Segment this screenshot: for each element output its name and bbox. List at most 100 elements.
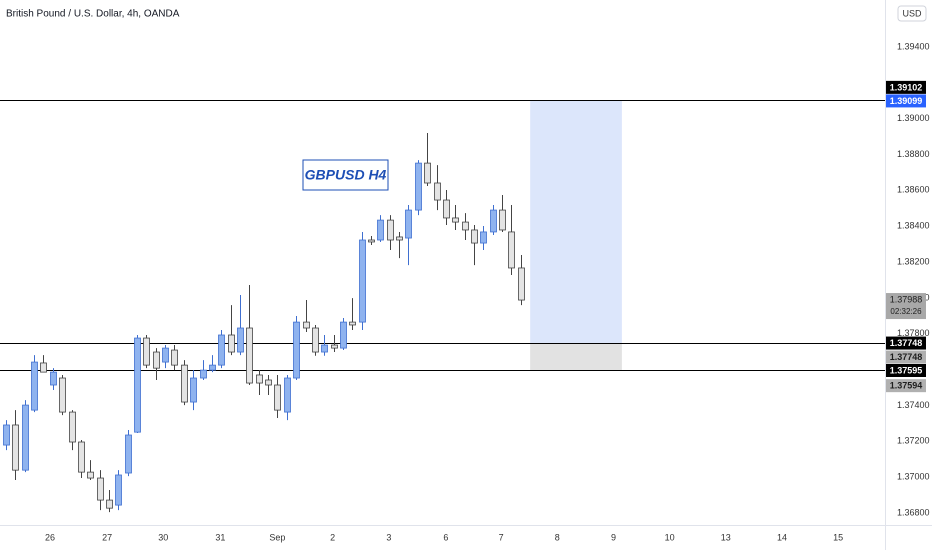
x-tick-label: 3 [386, 532, 391, 542]
candle-body [274, 384, 281, 411]
candle-body [396, 236, 403, 241]
candle-body [405, 209, 412, 239]
countdown: 02:32:26 [890, 307, 922, 316]
candle-body [200, 369, 207, 379]
x-tick-label: 13 [721, 532, 731, 542]
candle-body [12, 424, 19, 471]
level-label: 1.39102 [890, 82, 923, 92]
level-label-box [886, 80, 926, 94]
candle-body [3, 424, 10, 446]
position-lower-label-box [886, 379, 926, 393]
x-tick-label: 2 [330, 532, 335, 542]
candle-body [349, 321, 356, 326]
last-price: 1.37988 [890, 294, 923, 304]
currency[interactable]: USD [902, 8, 922, 18]
y-tick-label: 1.39400 [897, 41, 930, 51]
candle-body [59, 377, 66, 413]
candle-body [209, 364, 216, 371]
candle-body [265, 379, 272, 386]
candle-body [143, 337, 150, 366]
candle-body [508, 231, 515, 269]
x-tick-label: 15 [833, 532, 843, 542]
x-tick-label: Sep [269, 532, 285, 542]
y-tick-label: 1.39000 [897, 113, 930, 123]
candle-body [125, 434, 132, 474]
position-lower-label: 1.37594 [890, 381, 923, 391]
candle-body [171, 349, 178, 366]
y-tick-label: 1.37800 [897, 328, 930, 338]
candle-body [303, 321, 310, 329]
position-upper-zone [530, 100, 622, 344]
candle-body [69, 411, 76, 443]
candle-body [387, 219, 394, 241]
x-tick-label: 6 [443, 532, 448, 542]
annotation-box [302, 159, 389, 191]
candle-body [340, 321, 347, 349]
candle-body [218, 334, 225, 366]
candle-body [181, 364, 188, 403]
candle-body [518, 267, 525, 301]
y-tick-label: 1.38400 [897, 221, 930, 231]
y-tick-label: 1.37200 [897, 436, 930, 446]
candle-body [31, 361, 38, 411]
position-entry-label: 1.37748 [890, 352, 923, 362]
candle-body [480, 231, 487, 244]
candle-body [434, 182, 441, 201]
chart-title: British Pound / U.S. Dollar, 4h, OANDA [6, 9, 180, 20]
candle-body [134, 337, 141, 433]
x-tick-label: 7 [499, 532, 504, 542]
candle-body [190, 377, 197, 403]
position-entry-label-box [886, 350, 926, 364]
candle-body [40, 362, 47, 373]
x-tick-label: 14 [777, 532, 787, 542]
candle-body [377, 219, 384, 241]
candle-body [321, 344, 328, 353]
x-tick-label: 26 [45, 532, 55, 542]
candle-body [359, 239, 366, 323]
last-price-box [886, 293, 926, 320]
currency-box[interactable] [897, 5, 927, 22]
candle-body [471, 229, 478, 244]
y-tick-label: 1.38600 [897, 185, 930, 195]
candle-body [237, 327, 244, 353]
x-tick-label: 30 [158, 532, 168, 542]
candle-body [50, 371, 57, 386]
candle-body [87, 471, 94, 479]
candle-body [462, 221, 469, 231]
candle-body [153, 351, 160, 369]
level-label-box [886, 336, 926, 350]
y-tick-label: 1.37400 [897, 400, 930, 410]
level-label: 1.37595 [890, 365, 923, 375]
level-label: 1.37748 [890, 338, 923, 348]
candle-body [22, 404, 29, 471]
candle-body [228, 334, 235, 353]
x-tick-label: 9 [611, 532, 616, 542]
candle-body [312, 327, 319, 353]
candle-body [256, 374, 263, 384]
candle-body [415, 162, 422, 211]
candle-body [162, 347, 169, 363]
position-upper-label: 1.39099 [890, 96, 923, 106]
x-tick-label: 10 [665, 532, 675, 542]
candle-body [490, 209, 497, 233]
y-tick-label: 1.37000 [897, 472, 930, 482]
candle-body [106, 499, 113, 509]
candle-body [246, 327, 253, 384]
candle-body [78, 441, 85, 473]
candle-body [452, 217, 459, 223]
candle-body [97, 477, 104, 501]
candle-body [424, 162, 431, 184]
y-tick-label: 1.36800 [897, 507, 930, 517]
position-lower-zone [530, 343, 622, 371]
x-tick-label: 27 [102, 532, 112, 542]
candle-body [499, 209, 506, 231]
candle-body [284, 377, 291, 413]
level-label-box [886, 363, 926, 377]
x-tick-label: 31 [215, 532, 225, 542]
candle-body [443, 199, 450, 219]
candle-body [331, 344, 338, 349]
candle-body [115, 474, 122, 506]
x-tick-label: 8 [555, 532, 560, 542]
position-upper-label-box [886, 94, 926, 108]
